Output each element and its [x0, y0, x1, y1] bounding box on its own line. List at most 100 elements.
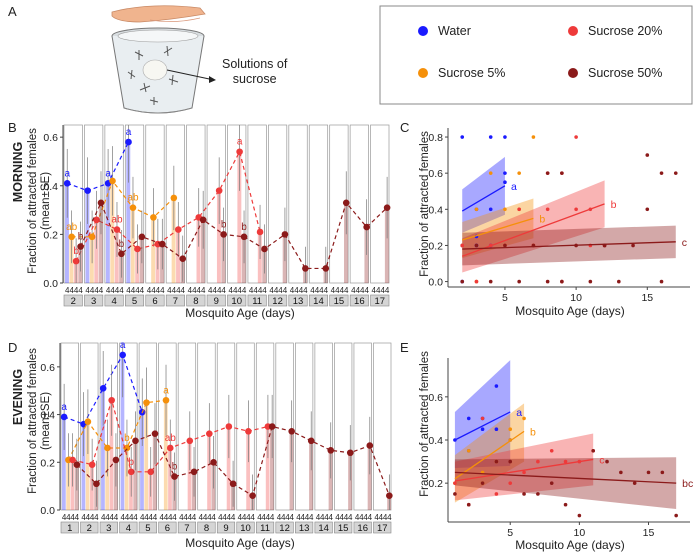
age-group-frame	[295, 342, 314, 511]
sucrose20-sig-letter: b	[128, 457, 134, 468]
panel-letter-b: B	[8, 120, 17, 135]
n-label: 4	[310, 286, 315, 295]
n-label: 4	[201, 286, 206, 295]
sucrose20-point	[453, 481, 457, 485]
sucrose5-point	[466, 448, 471, 453]
age-tick-label: 6	[165, 523, 170, 534]
sucrose50-point	[288, 427, 295, 435]
sucrose50-sig-letter: bc	[682, 478, 693, 490]
n-label: 4	[281, 513, 286, 522]
sucrose20-point	[549, 448, 554, 453]
n-label: 4	[242, 513, 247, 522]
water-point	[460, 135, 465, 139]
sucrose50-sig-letter: b	[78, 232, 84, 243]
sucrose50-bar	[364, 227, 369, 283]
age-box	[288, 294, 308, 307]
age-tick-label: 11	[260, 523, 270, 534]
legend-label-sucrose20: Sucrose 20%	[588, 23, 663, 38]
sucrose50-point	[240, 233, 248, 241]
chart-c: 0.0 0.2 0.4 0.6 0.8 5 10 15 a b b c	[428, 128, 690, 304]
sucrose50-point	[249, 492, 256, 499]
age-group-frame	[353, 342, 372, 511]
age-box	[177, 521, 197, 534]
n-label: 4	[160, 286, 165, 295]
n-label: 4	[221, 286, 226, 295]
sucrose50-point	[574, 243, 578, 248]
y-tick-label: 0.2	[428, 240, 443, 252]
y-tick-label: 0.2	[428, 478, 443, 490]
chart-e-xlabel: Mosquito Age (days)	[515, 538, 625, 552]
sucrose20-point	[474, 279, 479, 284]
y-tick-label: 0.0	[428, 277, 443, 289]
n-label: 4	[181, 286, 186, 295]
n-label: 4	[296, 513, 301, 522]
n-label: 4	[99, 286, 104, 295]
chart-d-ylabel: Fraction of attracted females (mean±SE)	[27, 348, 52, 494]
sucrose20-point	[488, 243, 493, 248]
age-box	[145, 294, 165, 307]
sucrose20-sig-letter: b	[611, 199, 617, 211]
water-ci-band	[462, 156, 505, 233]
age-tick-label: 8	[193, 296, 198, 307]
x-tick-label: 15	[643, 527, 655, 539]
sucrose50-bar	[200, 219, 205, 283]
sucrose50-point	[342, 199, 350, 207]
sucrose50-ci-band	[454, 457, 677, 510]
n-label: 4	[324, 513, 329, 522]
chart-e-ylabel: Fraction of attracted females	[419, 351, 431, 497]
age-group-frame	[104, 124, 124, 284]
age-group-frame	[186, 124, 206, 284]
panel-letter-c: C	[400, 120, 410, 135]
n-label: 4	[266, 513, 271, 522]
age-box	[314, 521, 333, 534]
n-label: 4	[233, 286, 238, 295]
n-label: 4	[344, 513, 349, 522]
n-label: 4	[217, 286, 222, 295]
n-label: 4	[363, 513, 368, 522]
sucrose20-point	[522, 470, 526, 475]
y-tick-label: 0.0	[43, 278, 58, 290]
sucrose50-point	[112, 456, 120, 464]
sucrose20-bar	[168, 447, 172, 510]
n-label: 4	[379, 513, 384, 522]
chart-b-xlabel: Mosquito Age (days)	[185, 306, 295, 320]
sucrose5-bar	[105, 447, 110, 510]
sucrose5-point	[143, 399, 150, 406]
sucrose20-fit-line	[462, 203, 605, 257]
sucrose20-point	[186, 437, 194, 445]
age-box	[329, 294, 349, 307]
age-tick-label: 15	[334, 296, 345, 307]
age-box	[308, 294, 328, 307]
sucrose20-point	[215, 187, 223, 194]
age-tick-label: 15	[338, 523, 349, 534]
sucrose50-point	[560, 279, 564, 284]
water-sig-letter: a	[105, 168, 111, 179]
sucrose20-point	[174, 226, 182, 233]
sucrose50-point	[605, 459, 609, 464]
age-group-frame	[119, 342, 138, 511]
legend-item-sucrose20: Sucrose 20%	[568, 22, 662, 40]
age-box	[353, 521, 372, 534]
n-label: 4	[249, 286, 254, 295]
sucrose50-point	[549, 481, 554, 485]
age-tick-label: 17	[377, 523, 388, 534]
age-group-frame	[124, 124, 145, 284]
age-tick-label: 8	[204, 523, 209, 534]
n-label: 4	[250, 513, 255, 522]
age-group-frame	[373, 342, 392, 511]
sucrose50-bar	[309, 440, 313, 510]
n-label: 4	[151, 286, 156, 295]
water-sig-letter: a	[64, 168, 70, 179]
sucrose50-point	[660, 470, 665, 475]
n-label: 4	[144, 513, 149, 522]
sucrose50-point	[363, 223, 370, 231]
n-label: 4	[356, 286, 361, 295]
sucrose20-bar	[265, 426, 270, 510]
n-label: 4	[385, 286, 390, 295]
n-label: 4	[340, 513, 345, 522]
age-tick-label: 7	[173, 296, 178, 307]
age-box	[247, 294, 267, 307]
age-tick-label: 11	[252, 296, 262, 307]
n-label: 4	[62, 513, 67, 522]
